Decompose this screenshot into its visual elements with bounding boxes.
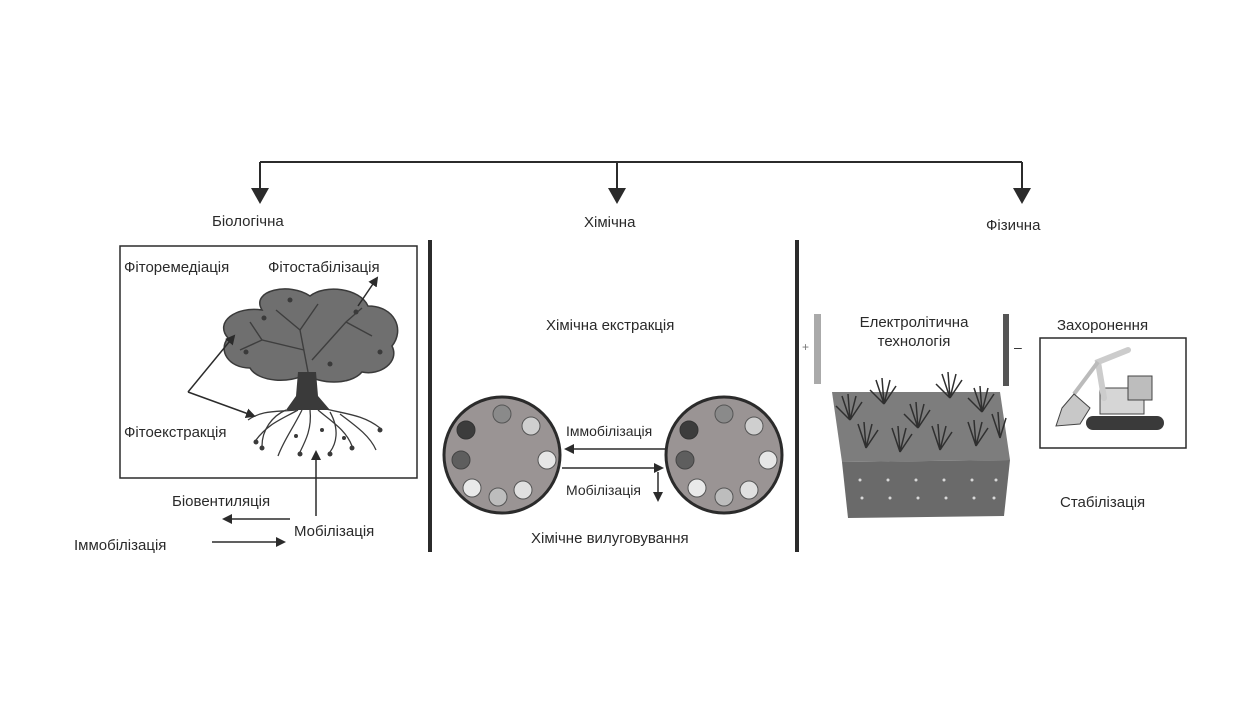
arrow-phytoextraction-to-roots [187,391,256,418]
electrode-negative [1003,314,1009,386]
excavator-arm [1072,360,1100,396]
label-burial: Захоронення [1057,317,1149,334]
soil-box-illustration [832,371,1010,518]
label-electrolytic-line2: технологія [877,333,951,350]
label-bio-mobilization: Мобілізація [294,523,375,540]
excavator-cab [1127,375,1153,401]
label-chem-immobilization: Іммобілізація [566,423,653,439]
soil-particles [253,427,383,457]
arrow-phytoextraction-to-crown [187,334,236,393]
soil-box-top [832,392,1010,462]
top-bracket [259,161,1023,188]
label-stabilization: Стабілізація [1060,494,1146,511]
grass-tufts [835,371,1007,453]
label-physical: Фізична [986,217,1041,234]
tree-illustration [222,288,399,457]
soil-box-front [842,460,1010,518]
label-chemical-leaching: Хімічне вилуговування [531,530,689,547]
arrow-to-physical [1013,188,1031,204]
excavator-bucket [1055,393,1091,427]
label-chem-mobilization: Мобілізація [566,482,641,498]
label-phytoremediation: Фіторемедіація [124,259,230,276]
label-plus-sign: + [802,340,810,354]
crown-particles [243,297,383,367]
label-biological: Біологічна [212,213,284,230]
soil-box-dots [858,478,998,500]
disc-right [664,395,784,515]
label-electrolytic-line1: Електролітична [859,314,969,331]
label-chemical-extraction: Хімічна екстракція [546,317,675,334]
label-phytostabilization: Фітостабілізація [268,259,380,276]
excavator-tracks [1086,416,1164,430]
label-phytoextraction: Фітоекстракція [124,424,227,441]
arrow-to-chemical [608,188,626,204]
label-bioventilation: Біовентиляція [172,493,271,510]
excavator-illustration [1055,347,1164,430]
label-minus-sign: – [1014,339,1022,355]
label-chemical: Хімічна [584,214,636,231]
arrow-to-biological [251,188,269,204]
tree-roots [247,407,381,457]
arrow-phytostabilization [357,276,379,307]
disc-left [442,395,562,515]
label-bio-immobilization: Іммобілізація [74,537,167,554]
tree-trunk [286,372,330,410]
electrode-positive [814,314,821,384]
biological-box [119,245,418,479]
